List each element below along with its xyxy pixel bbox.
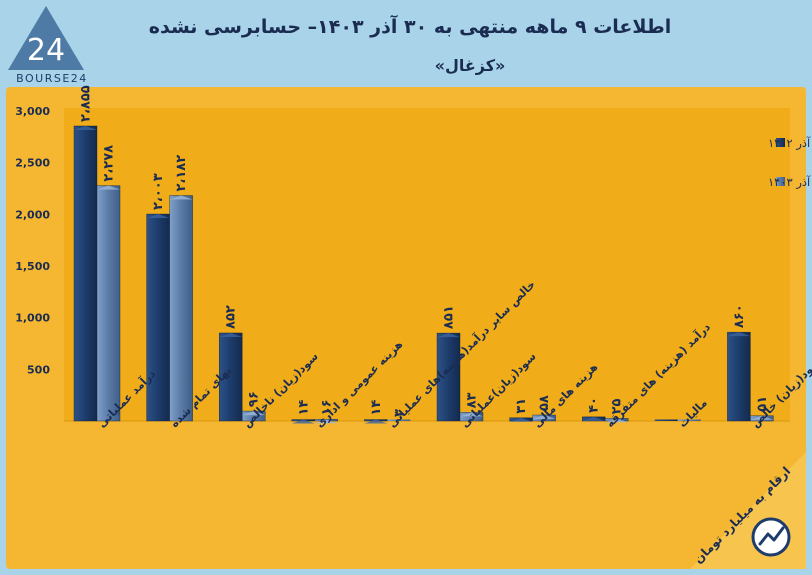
- bar-cap-1402: [219, 332, 243, 337]
- logo-text: BOURSE24: [16, 72, 88, 85]
- data-label-1402: ۸۵۲: [224, 305, 239, 329]
- logo-triangle-icon: [8, 6, 84, 70]
- growth-arrow-icon: [758, 526, 785, 546]
- bar-cap-1403: [97, 185, 120, 190]
- data-label-1402: ۸۶۰: [732, 304, 747, 328]
- data-label-1402: ۱۴: [369, 400, 384, 416]
- bar-1403: [96, 185, 121, 422]
- data-label-1403: ۵۸: [537, 395, 552, 411]
- bar-1403: [677, 419, 701, 421]
- legend-swatch-1403: [776, 177, 785, 186]
- data-label-1402: ۸۵۱: [442, 305, 457, 329]
- legend-swatch-1402: [776, 138, 785, 147]
- bar-cap-1402: [727, 332, 751, 337]
- bar-1403: [169, 195, 193, 422]
- bar-1402: [73, 125, 98, 422]
- data-label-1402: ۱۴: [296, 400, 311, 416]
- y-tick-label: 1,000: [15, 312, 50, 325]
- bar-cap-1402: [582, 416, 606, 421]
- data-label-1402: ۳۱: [514, 398, 529, 414]
- bar-1402: [727, 331, 751, 422]
- data-label-1402: ۲،۸۵۵: [79, 85, 94, 122]
- data-label-1402: ۴۰: [587, 397, 602, 413]
- data-label-1403: ۲۵: [610, 398, 625, 414]
- bar-cap-1403: [169, 195, 193, 200]
- data-label-1402: ۲،۰۰۳: [151, 173, 166, 210]
- bar-cap-1402: [74, 125, 97, 130]
- bar-cap-1403: [242, 411, 266, 416]
- legend-label-1402: عملکرد منتهی به آذر ۱۴۰۲: [768, 136, 812, 151]
- bar-cap-1402: [509, 417, 533, 422]
- bar-1402: [654, 419, 678, 421]
- y-tick-label: 500: [27, 363, 50, 376]
- bourse24-logo: 24 BOURSE24: [8, 6, 88, 85]
- bar-cap-1403: [532, 415, 556, 420]
- data-label-1403: ۱۶: [319, 399, 334, 415]
- bar-cap-1402: [364, 419, 388, 424]
- bar-cap-1402: [146, 214, 170, 219]
- y-tick-label: 3,000: [15, 105, 50, 118]
- chart-title: اطلاعات ۹ ماهه منتهی به ۳۰ آذر ۱۴۰۳– حسا…: [149, 14, 671, 38]
- data-label-1403: ۸۳: [465, 392, 480, 408]
- bar-cap-1402: [437, 333, 460, 338]
- bar-cap-1403: [605, 418, 629, 423]
- y-tick-label: 1,500: [15, 260, 50, 273]
- bar-1403: [387, 419, 411, 421]
- bar-cap-1403: [750, 415, 774, 420]
- legend: عملکرد منتهی به آذر ۱۴۰۲ عملکرد منتهی به…: [768, 136, 812, 190]
- chart-subtitle: «کزغال»: [435, 56, 506, 75]
- y-tick-label: 2,000: [15, 208, 50, 221]
- data-label-1403: ۹۶: [247, 391, 262, 407]
- data-label-1403: ۳: [392, 409, 407, 417]
- y-tick-label: 2,500: [15, 157, 50, 170]
- bar-cap-1403: [314, 419, 338, 424]
- data-label-1403: ۵۱: [755, 396, 770, 412]
- bar-1402: [146, 213, 170, 422]
- bar-cap-1403: [460, 412, 483, 417]
- legend-label-1403: عملکرد منتهی به آذر ۱۴۰۳: [768, 175, 812, 190]
- bar-cap-1402: [291, 419, 315, 424]
- data-label-1403: ۲،۱۸۲: [174, 155, 189, 192]
- logo-mark: 24: [27, 33, 65, 68]
- data-label-1403: ۲،۲۷۸: [102, 145, 117, 182]
- bars: ۲،۸۵۵ ۲،۰۰۳ ۸۵۲ ۱۴ ۱۴ ۸۵۱ ۳۱ ۴۰ ۸۶۰ ۲،۲۷۸ ۲،۱۸۲ ۹۶ ۱…: [73, 85, 774, 424]
